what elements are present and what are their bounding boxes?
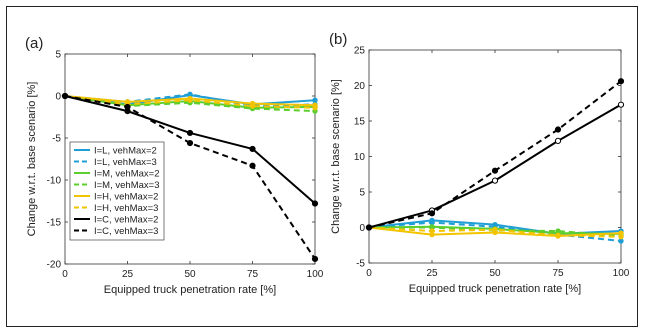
legend-entry: I=H, vehMax=3 xyxy=(94,203,158,214)
y-axis-label: Change w.r.t. base scenario [%] xyxy=(330,79,342,234)
x-tick-label: 50 xyxy=(489,268,501,279)
y-tick-label: 25 xyxy=(354,46,366,57)
data-point xyxy=(618,234,624,240)
data-point xyxy=(249,162,256,169)
data-point xyxy=(617,101,625,108)
panel-label: (a) xyxy=(25,35,43,52)
data-point xyxy=(555,228,561,234)
x-tick-label: 50 xyxy=(184,269,196,280)
legend-entry: I=C, vehMax=2 xyxy=(94,215,158,226)
series-line xyxy=(368,226,622,238)
data-point xyxy=(311,255,319,263)
data-point xyxy=(249,145,256,153)
data-point xyxy=(249,103,256,109)
data-point xyxy=(186,129,194,137)
x-tick-label: 100 xyxy=(613,268,630,279)
data-point xyxy=(429,219,435,226)
legend: I=L, vehMax=2I=L, vehMax=3I=M, vehMax=2I… xyxy=(69,141,165,241)
series-line xyxy=(369,226,622,238)
data-point xyxy=(428,210,436,217)
data-point xyxy=(311,200,319,207)
y-tick-label: 20 xyxy=(354,81,366,92)
legend-entry: I=L, vehMax=3 xyxy=(94,157,157,168)
y-tick-label: -15 xyxy=(47,218,62,229)
data-point xyxy=(187,97,193,103)
y-tick-label: 5 xyxy=(55,50,61,61)
data-point xyxy=(491,167,499,174)
x-tick-label: 0 xyxy=(62,269,68,280)
data-point xyxy=(429,228,435,234)
y-tick-label: -10 xyxy=(47,176,62,187)
x-tick-label: 75 xyxy=(552,268,564,279)
y-tick-label: -20 xyxy=(47,260,62,271)
series-line xyxy=(368,80,622,229)
x-tick-label: 25 xyxy=(426,268,438,279)
series-group xyxy=(61,91,319,263)
data-point xyxy=(617,78,625,85)
figure-frame: (a) 0 25 50 75 100 5 0 -5 -10 -15 -20 Equipped truck… xyxy=(6,6,638,327)
legend-entry: I=C, vehMax=3 xyxy=(94,226,158,237)
data-point xyxy=(124,103,131,111)
data-point xyxy=(491,177,499,184)
data-point xyxy=(61,92,69,100)
legend-entry: I=H, vehMax=2 xyxy=(94,192,158,203)
panel-label: (b) xyxy=(329,31,347,48)
data-point xyxy=(555,232,561,239)
data-point xyxy=(365,224,373,231)
x-axis-label: Equipped truck penetration rate [%] xyxy=(409,283,581,295)
y-tick-label: 0 xyxy=(55,92,61,103)
legend-box xyxy=(69,141,165,241)
y-axis-label: Change w.r.t. base scenario [%] xyxy=(26,82,38,237)
y-tick-label: 10 xyxy=(354,152,366,163)
x-tick-label: 100 xyxy=(307,269,324,280)
y-tick-label: 15 xyxy=(354,117,366,128)
x-tick-label: 25 xyxy=(122,269,134,280)
y-tick-label: -5 xyxy=(356,259,365,270)
series-group xyxy=(365,78,625,244)
x-axis-label: Equipped truck penetration rate [%] xyxy=(104,284,276,296)
data-point xyxy=(492,226,498,233)
data-point xyxy=(554,137,562,144)
data-point xyxy=(618,238,624,244)
y-tick-label: -5 xyxy=(52,134,61,145)
y-tick-label: 0 xyxy=(359,223,365,234)
y-tick-label: 5 xyxy=(359,188,365,199)
data-point xyxy=(312,105,318,111)
legend-entry: I=M, vehMax=3 xyxy=(94,180,159,191)
legend-entry: I=L, vehMax=2 xyxy=(94,146,157,157)
x-tick-label: 75 xyxy=(247,269,259,280)
data-point xyxy=(554,126,562,133)
x-tick-label: 0 xyxy=(366,268,372,279)
data-point xyxy=(186,139,194,147)
series-line xyxy=(368,103,622,229)
legend-entry: I=M, vehMax=2 xyxy=(94,169,159,180)
